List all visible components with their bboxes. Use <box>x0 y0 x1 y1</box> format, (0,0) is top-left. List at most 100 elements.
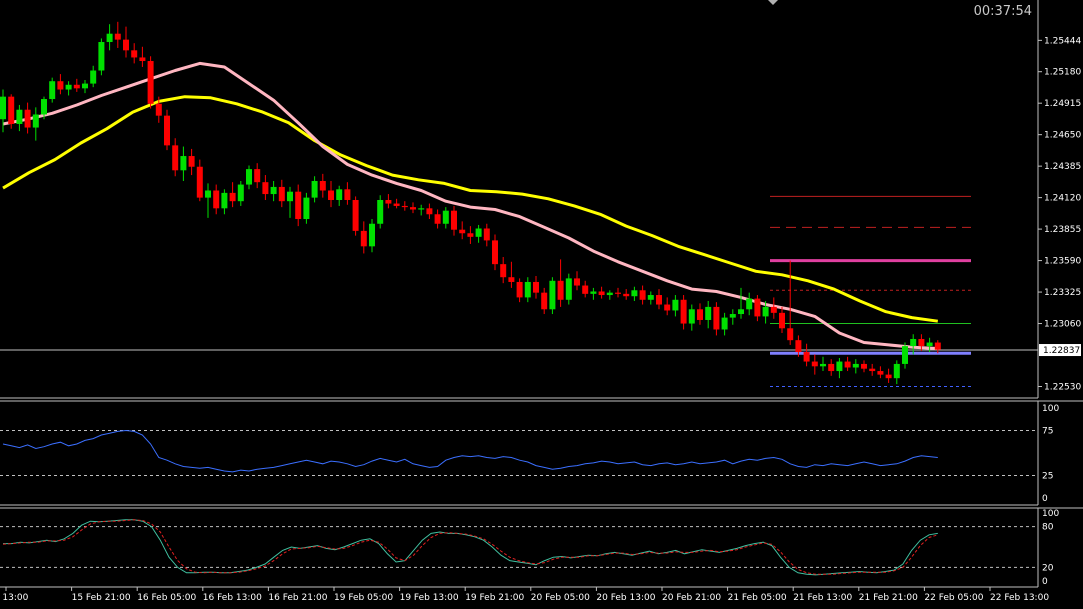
candle-51 <box>418 204 425 216</box>
time-tick-label: 15 Feb 21:00 <box>72 593 131 603</box>
candle-10 <box>82 80 88 94</box>
candle-body <box>811 361 818 367</box>
candle-96 <box>787 260 794 345</box>
candle-body <box>229 192 236 202</box>
candle-88 <box>721 312 728 336</box>
candle-106 <box>869 363 876 376</box>
candle-45 <box>369 219 375 253</box>
candle-70 <box>574 271 580 291</box>
candle-64 <box>524 277 531 303</box>
candle-107 <box>877 366 884 379</box>
candle-58 <box>475 224 482 243</box>
chart-shift-marker-icon[interactable] <box>768 0 778 5</box>
candle-49 <box>401 201 408 211</box>
candle-body <box>885 374 892 379</box>
time-tick-label: 21 Feb 05:00 <box>728 593 787 603</box>
candle-body <box>401 205 408 208</box>
candle-60 <box>492 234 498 271</box>
candle-82 <box>672 295 679 317</box>
candle-body <box>721 317 728 330</box>
candle-body <box>360 230 367 247</box>
candle-body <box>410 207 416 210</box>
level-lines[interactable] <box>770 195 971 387</box>
candle-93 <box>762 300 769 324</box>
candle-body <box>278 186 285 202</box>
candle-100 <box>820 356 826 372</box>
candle-body <box>664 304 671 311</box>
axis-tick-label: 80 <box>1042 523 1054 533</box>
candle-body <box>246 169 252 185</box>
candle-62 <box>508 261 515 288</box>
candle-body <box>844 361 851 368</box>
time-tick-label: 20 Feb 21:00 <box>662 593 721 603</box>
candle-79 <box>647 291 654 305</box>
candle-28 <box>229 182 236 208</box>
candle-body <box>475 228 482 237</box>
candle-113 <box>926 337 933 353</box>
stochastic-panel[interactable] <box>0 519 1038 576</box>
time-tick-label: 16 Feb 21:00 <box>268 593 327 603</box>
candle-11 <box>90 65 97 88</box>
candle-92 <box>754 295 761 322</box>
time-tick-label: 19 Feb 05:00 <box>334 593 393 603</box>
candles[interactable] <box>0 21 941 385</box>
time-tick-label: 19 Feb 21:00 <box>465 593 524 603</box>
candle-body <box>623 293 630 297</box>
time-tick-label: 21 Feb 21:00 <box>859 593 918 603</box>
candle-body <box>467 233 474 237</box>
candle-body <box>565 278 572 300</box>
candle-32 <box>262 175 269 200</box>
candle-46 <box>377 195 384 229</box>
time-axis: Feb 13:00 15 Feb 21:00 16 Feb 05:00 16 Feb … <box>0 587 1049 603</box>
candle-91 <box>746 292 753 316</box>
candle-83 <box>680 295 687 330</box>
candle-4 <box>32 107 39 141</box>
candle-body <box>549 280 556 310</box>
time-tick-label: 20 Feb 13:00 <box>596 593 655 603</box>
candle-body <box>869 368 876 372</box>
candle-body <box>0 96 6 120</box>
candle-body <box>795 340 802 353</box>
candle-0 <box>0 89 6 133</box>
candle-body <box>639 290 646 300</box>
candle-body <box>705 306 712 320</box>
candle-34 <box>278 179 285 208</box>
price-tick-label: 1.22530 <box>1044 382 1081 392</box>
candle-body <box>377 200 384 224</box>
candle-body <box>196 166 203 198</box>
candle-body <box>820 363 826 367</box>
candle-8 <box>65 81 72 96</box>
candle-body <box>541 292 548 310</box>
candle-body <box>557 280 564 300</box>
candle-43 <box>352 196 359 236</box>
candle-body <box>910 338 917 347</box>
candle-body <box>828 363 835 372</box>
candle-20 <box>164 109 170 151</box>
candle-body <box>123 39 129 51</box>
candle-body <box>139 57 146 62</box>
candle-38 <box>311 176 318 203</box>
oscillator-panel[interactable] <box>0 429 1038 476</box>
candle-31 <box>254 163 261 189</box>
price-tick-label: 1.25180 <box>1044 68 1081 78</box>
candle-body <box>582 285 589 294</box>
candle-body <box>303 197 310 220</box>
candle-body <box>319 180 326 191</box>
candle-body <box>73 84 80 89</box>
candle-body <box>237 184 244 202</box>
price-tick-label: 1.25444 <box>1044 36 1081 46</box>
candle-body <box>590 291 597 294</box>
candle-112 <box>918 334 925 351</box>
candle-body <box>270 186 277 195</box>
candle-18 <box>147 56 154 109</box>
candle-body <box>893 363 900 379</box>
candle-body <box>713 306 720 330</box>
candle-body <box>451 210 457 230</box>
candle-2 <box>16 104 23 132</box>
candle-57 <box>467 226 474 244</box>
time-tick-label: 20 Feb 05:00 <box>531 593 590 603</box>
candle-body <box>918 338 925 347</box>
candle-21 <box>172 138 179 177</box>
candle-body <box>352 200 359 231</box>
